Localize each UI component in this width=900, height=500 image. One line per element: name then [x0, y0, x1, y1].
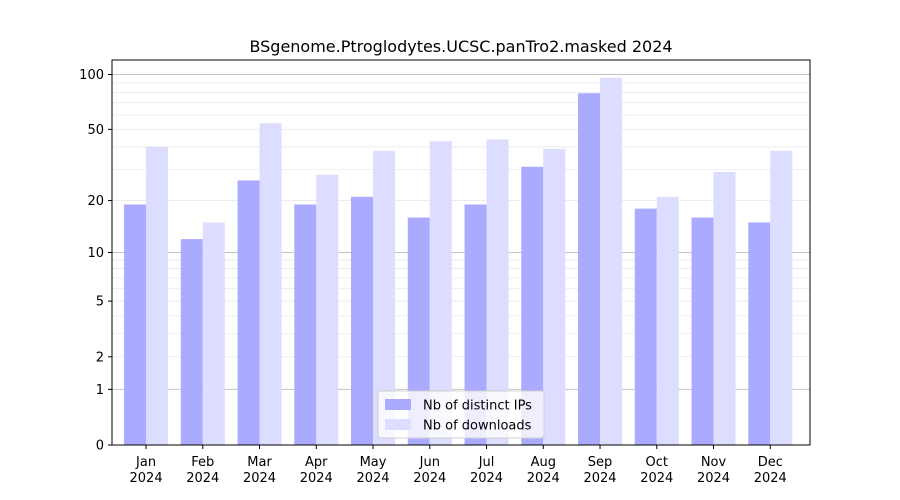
bar-downloads	[713, 171, 736, 445]
y-tick-label: 20	[87, 194, 104, 209]
bar-ips	[578, 93, 601, 446]
y-tick-label: 5	[96, 295, 104, 310]
bar-downloads	[146, 146, 169, 445]
x-axis: Jan 2024 Feb 2024 Mar 2024 Apr 2024 May 2024 Jun 20…	[130, 445, 787, 486]
legend-box	[377, 390, 545, 439]
y-tick-label: 0	[96, 439, 104, 454]
legend-label: Nb of downloads	[423, 419, 532, 434]
bar-downloads	[770, 150, 793, 445]
bar-downloads	[543, 148, 566, 445]
bar-downloads	[429, 141, 452, 446]
x-tick-label: Aug 2024	[527, 455, 560, 486]
x-tick-label: Jan 2024	[130, 455, 163, 486]
legend-swatch	[385, 399, 411, 410]
legend: Nb of distinct IPs Nb of downloads	[377, 390, 545, 439]
bar-ips	[691, 217, 714, 445]
bar-ips	[407, 217, 430, 445]
bar-ips	[464, 204, 487, 445]
y-tick-label: 10	[87, 246, 104, 261]
bar-downloads	[316, 174, 339, 446]
x-tick-label: Sep 2024	[583, 455, 616, 486]
y-tick-label: 100	[79, 68, 104, 83]
bar-ips	[237, 180, 260, 446]
bar-downloads	[373, 150, 396, 445]
x-tick-label: Feb 2024	[186, 455, 219, 486]
bar-ips	[521, 166, 544, 446]
bar-ips	[124, 204, 147, 445]
bar-downloads	[486, 139, 509, 445]
bars	[124, 77, 793, 446]
x-tick-label: Oct 2024	[640, 455, 673, 486]
x-tick-label: Apr 2024	[300, 455, 333, 486]
bar-downloads	[202, 222, 225, 445]
legend-label: Nb of distinct IPs	[423, 399, 532, 414]
x-tick-label: Jun 2024	[413, 455, 446, 486]
legend-swatch	[385, 419, 411, 430]
x-tick-label: Dec 2024	[754, 455, 787, 486]
bar-downloads	[600, 77, 623, 445]
x-tick-label: Jul 2024	[470, 455, 503, 486]
x-tick-label: Mar 2024	[243, 455, 276, 486]
bar-downloads	[259, 123, 282, 445]
chart-title: BSgenome.Ptroglodytes.UCSC.panTro2.maske…	[249, 37, 672, 56]
y-tick-label: 50	[87, 123, 104, 138]
y-axis: 0 1 2 5 10 20 50 100	[79, 68, 112, 454]
bar-downloads	[656, 196, 679, 445]
x-tick-label: Nov 2024	[697, 455, 730, 486]
bar-ips	[294, 204, 317, 445]
y-tick-label: 2	[96, 350, 104, 365]
bar-ips	[180, 239, 203, 445]
x-tick-label: May 2024	[356, 455, 389, 486]
bar-ips	[351, 196, 374, 445]
bar-ips	[748, 222, 771, 445]
bar-ips	[634, 208, 657, 445]
y-tick-label: 1	[96, 383, 104, 398]
